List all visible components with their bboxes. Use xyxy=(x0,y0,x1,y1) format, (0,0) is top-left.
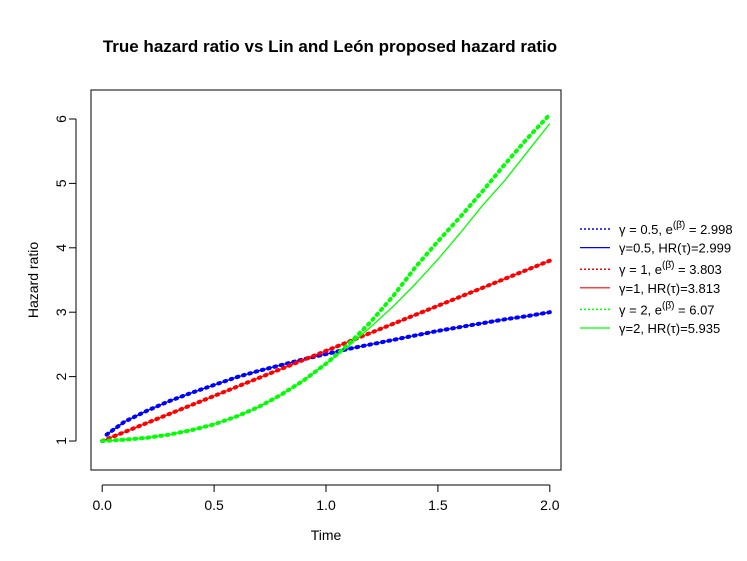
y-tick-label: 3 xyxy=(53,308,69,316)
legend-exponent: (β̄) xyxy=(662,300,674,311)
legend-label: γ = 2, e xyxy=(619,302,662,317)
x-tick-label: 0.5 xyxy=(204,497,224,513)
y-tick-label: 4 xyxy=(53,244,69,252)
series-line-2 xyxy=(106,311,550,436)
x-tick-label: 1.5 xyxy=(428,497,448,513)
y-tick-label: 5 xyxy=(53,179,69,187)
series-line-1 xyxy=(104,310,552,437)
legend-entry-2: γ=0.5, HR(τ)=2.999 xyxy=(619,241,731,256)
y-axis-label: Hazard ratio xyxy=(25,242,41,318)
y-tick-label: 2 xyxy=(53,373,69,381)
x-axis-label: Time xyxy=(311,527,342,543)
legend-value: = 3.803 xyxy=(674,262,721,277)
legend-label: γ = 1, e xyxy=(619,262,662,277)
y-tick-label: 1 xyxy=(53,437,69,445)
legend-exponent: (β̄) xyxy=(662,260,674,271)
series-line-5 xyxy=(100,112,552,444)
x-tick-label: 2.0 xyxy=(540,497,560,513)
legend-entry-4: γ=1, HR(τ)=3.813 xyxy=(619,281,720,296)
legend-label: γ=2, HR(τ)=5.935 xyxy=(619,321,720,336)
legend-label: γ=1, HR(τ)=3.813 xyxy=(619,281,720,296)
x-tick-label: 0.0 xyxy=(92,497,112,513)
chart-title: True hazard ratio vs Lin and León propos… xyxy=(102,37,558,56)
axes-layer: 0.0 0.5 1.0 1.5 2.0 1 2 3 4 5 6 Time Hazard ratio xyxy=(25,89,562,543)
series-line-6 xyxy=(102,123,551,442)
legend-entry-3: γ = 1, e(β̄) = 3.803 xyxy=(619,260,722,277)
y-tick-label: 6 xyxy=(53,115,69,123)
legend-exponent: (β̄) xyxy=(673,220,685,231)
series-line-4 xyxy=(101,260,551,442)
legend-label: γ=0.5, HR(τ)=2.999 xyxy=(619,241,731,256)
x-tick-label: 1.0 xyxy=(316,497,336,513)
legend-entry-6: γ=2, HR(τ)=5.935 xyxy=(619,321,720,336)
lines-layer xyxy=(100,112,552,444)
legend-entry-1: γ = 0.5, e(β̄) = 2.998 xyxy=(619,220,733,237)
legend-label: γ = 0.5, e xyxy=(619,222,673,237)
legend-value: = 6.07 xyxy=(674,302,714,317)
legend-value: = 2.998 xyxy=(685,222,732,237)
plot-frame xyxy=(90,89,562,471)
legend-entry-5: γ = 2, e(β̄) = 6.07 xyxy=(619,300,715,317)
